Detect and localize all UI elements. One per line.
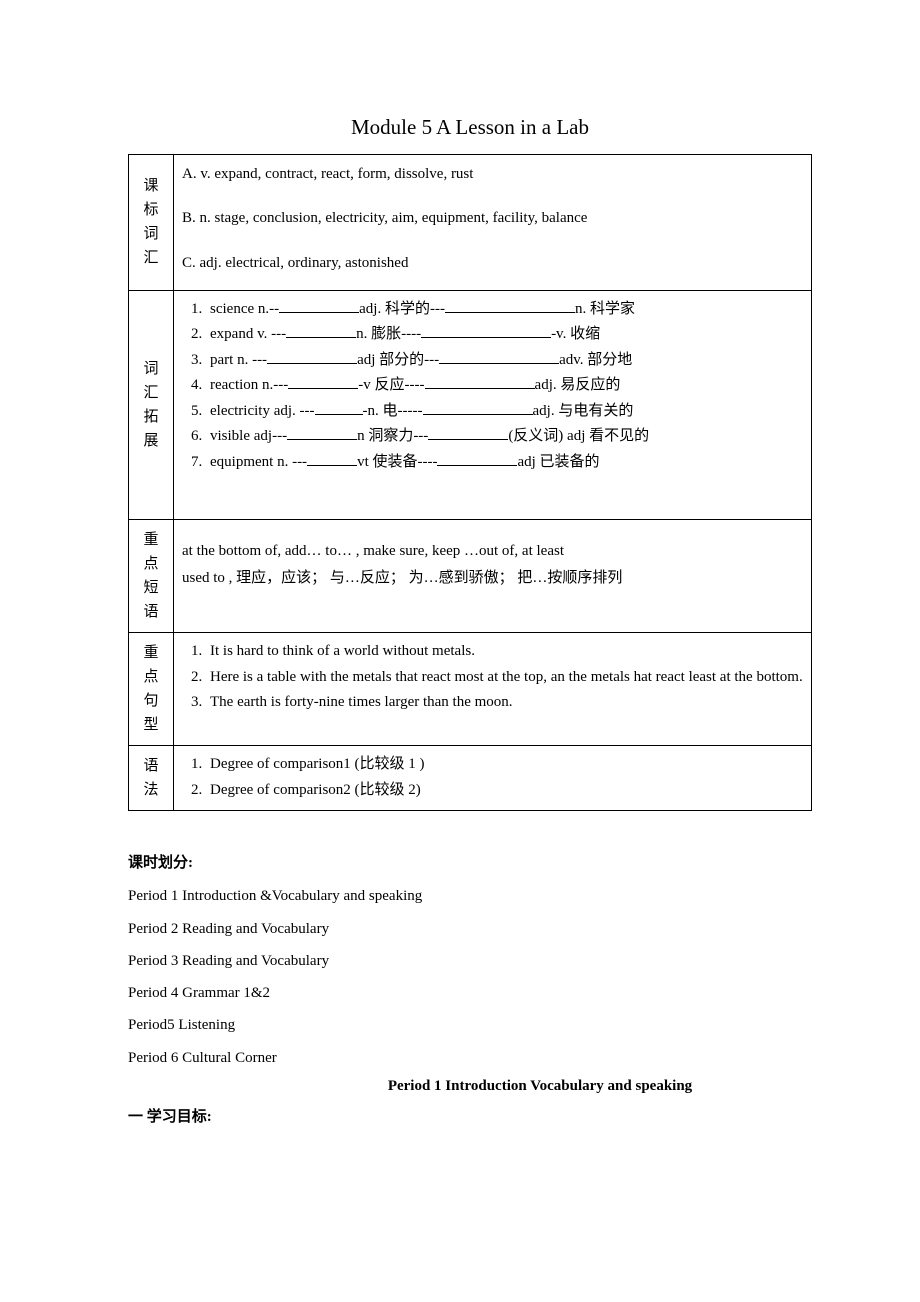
blank — [315, 399, 363, 415]
text: reaction n.--- — [210, 377, 288, 393]
grammar-cell: Degree of comparison1 (比较级 1 ) Degree of… — [174, 746, 812, 811]
blank — [288, 373, 358, 389]
blank — [307, 450, 357, 466]
blank — [287, 424, 357, 440]
text: electricity adj. --- — [210, 403, 315, 419]
blank — [267, 348, 357, 364]
period1-title: Period 1 Introduction Vocabulary and spe… — [268, 1078, 812, 1095]
text: n 洞察力--- — [357, 428, 428, 444]
text: adv. 部分地 — [559, 352, 632, 368]
sentence-item: Here is a table with the metals that rea… — [206, 665, 803, 691]
overview-table: 课标词汇 A. v. expand, contract, react, form… — [128, 154, 812, 811]
text: n. 膨胀---- — [356, 326, 421, 342]
blank — [279, 297, 359, 313]
blank — [421, 322, 551, 338]
period-item: Period 4 Grammar 1&2 — [128, 977, 812, 1009]
blank — [286, 322, 356, 338]
vocab-ext-item: expand v. --- n. 膨胀---- -v. 收缩 — [206, 322, 803, 348]
period-item: Period 1 Introduction &Vocabulary and sp… — [128, 880, 812, 912]
phrase-line: used to , 理应，应该； 与…反应； 为…感到骄傲； 把…按顺序排列 — [182, 565, 803, 592]
blank — [439, 348, 559, 364]
text: adj. 易反应的 — [535, 377, 621, 393]
text: -v. 收缩 — [551, 326, 600, 342]
vocab-ext-item: electricity adj. --- -n. 电----- adj. 与电有关的 — [206, 399, 803, 425]
row-label-vocab-extend: 词汇拓展 — [129, 290, 174, 520]
period-division-heading: 课时划分: — [128, 851, 812, 872]
vocab-ext-item: reaction n.--- -v 反应---- adj. 易反应的 — [206, 373, 803, 399]
vocab-ext-item: equipment n. --- vt 使装备---- adj 已装备的 — [206, 450, 803, 476]
row-label-grammar: 语法 — [129, 746, 174, 811]
period-item: Period5 Listening — [128, 1009, 812, 1041]
sentence-item: The earth is forty-nine times larger tha… — [206, 690, 803, 716]
blank — [425, 373, 535, 389]
text: science n.-- — [210, 301, 279, 317]
vocab-extend-cell: science n.-- adj. 科学的--- n. 科学家 expand v. … — [174, 290, 812, 520]
text: -v 反应---- — [358, 377, 424, 393]
text: part n. --- — [210, 352, 267, 368]
vocab-line-a: A. v. expand, contract, react, form, dis… — [182, 161, 803, 187]
period-item: Period 3 Reading and Vocabulary — [128, 945, 812, 977]
vocab-ext-item: visible adj--- n 洞察力--- (反义词) adj 看不见的 — [206, 424, 803, 450]
grammar-item: Degree of comparison1 (比较级 1 ) — [206, 752, 803, 778]
period-item: Period 6 Cultural Corner — [128, 1042, 812, 1074]
text: -n. 电----- — [363, 403, 423, 419]
row-label-vocab-standard: 课标词汇 — [129, 155, 174, 291]
sentence-item: It is hard to think of a world without m… — [206, 639, 803, 665]
phrase-line: at the bottom of, add… to… , make sure, … — [182, 538, 803, 565]
module-title: Module 5 A Lesson in a Lab — [128, 115, 812, 140]
text: visible adj--- — [210, 428, 287, 444]
blank — [437, 450, 517, 466]
text: expand v. --- — [210, 326, 286, 342]
text: (反义词) adj 看不见的 — [508, 428, 649, 444]
text: vt 使装备---- — [357, 454, 437, 470]
vocab-ext-item: part n. --- adj 部分的--- adv. 部分地 — [206, 348, 803, 374]
learning-objective-heading: 一 学习目标: — [128, 1105, 812, 1126]
text: n. 科学家 — [575, 301, 635, 317]
vocab-ext-item: science n.-- adj. 科学的--- n. 科学家 — [206, 297, 803, 323]
blank — [423, 399, 533, 415]
period-list: Period 1 Introduction &Vocabulary and sp… — [128, 880, 812, 1074]
text: equipment n. --- — [210, 454, 307, 470]
phrases-cell: at the bottom of, add… to… , make sure, … — [174, 520, 812, 633]
blank — [428, 424, 508, 440]
vocab-standard-cell: A. v. expand, contract, react, form, dis… — [174, 155, 812, 291]
row-label-phrases: 重点短语 — [129, 520, 174, 633]
text: adj. 与电有关的 — [533, 403, 634, 419]
sentences-cell: It is hard to think of a world without m… — [174, 633, 812, 746]
vocab-line-c: C. adj. electrical, ordinary, astonished — [182, 250, 803, 276]
vocab-line-b: B. n. stage, conclusion, electricity, ai… — [182, 205, 803, 231]
text: adj 部分的--- — [357, 352, 439, 368]
row-label-sentences: 重点句型 — [129, 633, 174, 746]
text: adj 已装备的 — [517, 454, 599, 470]
period-item: Period 2 Reading and Vocabulary — [128, 913, 812, 945]
grammar-item: Degree of comparison2 (比较级 2) — [206, 778, 803, 804]
text: adj. 科学的--- — [359, 301, 445, 317]
blank — [445, 297, 575, 313]
